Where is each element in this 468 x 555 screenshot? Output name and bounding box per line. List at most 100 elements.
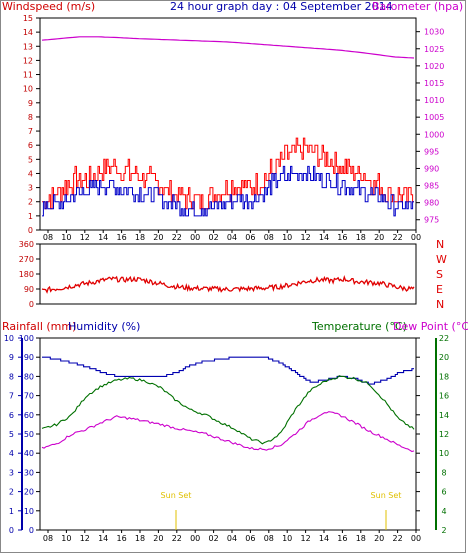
barometer-axis-label: Barometer (hpa) xyxy=(372,0,463,13)
wind-x-tick-label: 06 xyxy=(245,233,255,242)
humidity-x-tick-label: 06 xyxy=(245,534,255,543)
rain-tick-label: 5 xyxy=(9,430,14,439)
wind-x-tick-label: 18 xyxy=(135,233,145,242)
direction-left-ticks: 0 90 180 270 360 xyxy=(19,240,40,309)
wind-x-tick-label: 20 xyxy=(374,233,384,242)
barometer-tick-label: 1025 xyxy=(424,45,444,54)
wind-tick-label: 0 xyxy=(28,226,33,235)
compass-label-e: E xyxy=(436,283,443,296)
barometer-tick-label: 975 xyxy=(424,216,439,225)
wind-x-tick-label: 16 xyxy=(337,233,347,242)
humidity-x-tick-label: 00 xyxy=(411,534,421,543)
temperature-line xyxy=(41,375,415,445)
humidity-tick-label: 60 xyxy=(24,411,34,420)
temperature-tick-label: 2 xyxy=(441,526,446,535)
temperature-tick-label: 22 xyxy=(439,334,449,343)
humidity-x-tick-label: 12 xyxy=(80,534,90,543)
compass-label-n: N xyxy=(436,238,444,251)
humidity-tick-label: 90 xyxy=(24,353,34,362)
humidity-x-tick-label: 22 xyxy=(393,534,403,543)
barometer-tick-label: 1000 xyxy=(424,130,444,139)
wind-x-ticks: 08 10 12 14 16 18 20 22 00 02 04 06 08 10 12 14 16 18 20 22… xyxy=(43,230,421,242)
humidity-tick-label: 20 xyxy=(24,488,34,497)
wind-x-tick-label: 14 xyxy=(98,233,108,242)
wind-tick-label: 15 xyxy=(23,14,33,23)
rain-tick-label: 4 xyxy=(9,449,14,458)
humidity-x-tick-label: 22 xyxy=(172,534,182,543)
wind-direction-trace xyxy=(41,275,415,294)
humidity-x-tick-label: 14 xyxy=(98,534,108,543)
rain-tick-label: 10 xyxy=(4,334,14,343)
rain-tick-label: 9 xyxy=(9,353,14,362)
temperature-tick-label: 8 xyxy=(441,468,446,477)
wind-x-tick-label: 08 xyxy=(264,233,274,242)
humidity-x-tick-label: 18 xyxy=(356,534,366,543)
rain-tick-label: 7 xyxy=(9,392,14,401)
barometer-tick-label: 1030 xyxy=(424,28,444,37)
wind-x-tick-label: 02 xyxy=(209,233,219,242)
humidity-left-ticks: 0 10 20 30 40 50 60 70 80 90 100 xyxy=(19,334,40,535)
wind-x-tick-label: 12 xyxy=(301,233,311,242)
wind-tick-label: 1 xyxy=(28,212,33,221)
direction-tick-label: 270 xyxy=(19,255,34,264)
humidity-panel-frame xyxy=(39,337,417,531)
barometer-tick-label: 990 xyxy=(424,164,439,173)
temperature-tick-label: 10 xyxy=(439,449,449,458)
humidity-x-tick-label: 08 xyxy=(264,534,274,543)
direction-tick-label: 90 xyxy=(24,285,34,294)
rain-tick-label: 0 xyxy=(9,526,14,535)
chart-title: 24 hour graph day : 04 September 2014 xyxy=(170,0,393,13)
wind-tick-label: 2 xyxy=(28,198,33,207)
humidity-tick-label: 80 xyxy=(24,372,34,381)
compass-label-n: N xyxy=(436,298,444,311)
wind-tick-label: 9 xyxy=(28,99,33,108)
humidity-x-tick-label: 12 xyxy=(301,534,311,543)
direction-tick-label: 0 xyxy=(29,300,34,309)
direction-tick-label: 360 xyxy=(19,240,34,249)
wind-x-tick-label: 18 xyxy=(356,233,366,242)
temperature-tick-label: 12 xyxy=(439,430,449,439)
humidity-tick-label: 40 xyxy=(24,449,34,458)
barometer-tick-label: 980 xyxy=(424,199,439,208)
sunset-markers: Sun Set Sun Set xyxy=(161,491,402,530)
wind-x-tick-label: 04 xyxy=(227,233,237,242)
wind-x-tick-label: 20 xyxy=(153,233,163,242)
barometer-tick-label: 1010 xyxy=(424,96,444,105)
humidity-line xyxy=(42,356,414,385)
sunset-label-2: Sun Set xyxy=(371,491,402,500)
temperature-axis-label: Temperature (°C) xyxy=(311,320,407,333)
wind-tick-label: 7 xyxy=(28,127,33,136)
humidity-x-tick-label: 20 xyxy=(153,534,163,543)
wind-x-tick-label: 14 xyxy=(319,233,329,242)
humidity-tick-label: 70 xyxy=(24,392,34,401)
wind-x-tick-label: 12 xyxy=(80,233,90,242)
wind-tick-label: 11 xyxy=(23,71,33,80)
rain-left-ticks: 0 1 2 3 4 5 6 7 8 9 10 xyxy=(4,334,22,535)
humidity-axis-label: Humidity (%) xyxy=(68,320,140,333)
barometer-tick-label: 1020 xyxy=(424,62,444,71)
barometer-right-ticks: 975 980 985 990 995 1000 1005 1010 1015 1020 1025 1… xyxy=(416,28,444,225)
wind-x-tick-label: 10 xyxy=(61,233,71,242)
temperature-tick-label: 18 xyxy=(439,372,449,381)
humidity-x-tick-label: 10 xyxy=(61,534,71,543)
rain-tick-label: 2 xyxy=(9,488,14,497)
barometer-tick-label: 995 xyxy=(424,147,439,156)
barometer-tick-label: 1005 xyxy=(424,113,444,122)
humidity-series xyxy=(41,356,415,453)
wind-x-tick-label: 16 xyxy=(117,233,127,242)
humidity-x-tick-label: 20 xyxy=(374,534,384,543)
wind-gust-line xyxy=(42,137,414,210)
humidity-x-tick-label: 10 xyxy=(282,534,292,543)
wind-tick-label: 3 xyxy=(28,184,33,193)
dewpoint-axis-label: Dew Point (°C) xyxy=(393,320,468,333)
dewpoint-line xyxy=(41,411,415,453)
temperature-tick-label: 20 xyxy=(439,353,449,362)
wind-tick-label: 10 xyxy=(23,85,33,94)
windspeed-axis-label: Windspeed (m/s) xyxy=(2,0,95,13)
wind-tick-label: 8 xyxy=(28,113,33,122)
sunset-label-1: Sun Set xyxy=(161,491,192,500)
rainfall-axis-label: Rainfall (mm) xyxy=(2,320,76,333)
